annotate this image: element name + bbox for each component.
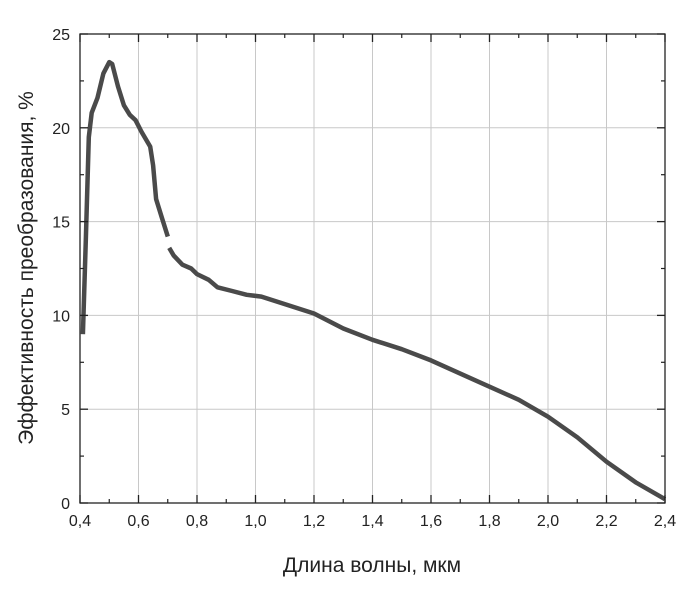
x-tick-label: 0,4	[69, 513, 91, 530]
x-tick-label: 2,4	[654, 513, 676, 530]
x-tick-label: 2,0	[537, 513, 559, 530]
x-tick-label: 1,8	[478, 513, 500, 530]
grid	[79, 33, 666, 504]
y-tick-label: 20	[52, 121, 70, 138]
curve	[80, 59, 667, 502]
y-tick-label: 10	[52, 308, 70, 325]
x-tick-label: 2,2	[595, 513, 617, 530]
ticks: 0,4 0,6 0,8 1,0 1,2 1,4 1,6 1,8 2,0 2,2 2,4 0 5 10 15 2…	[52, 27, 676, 530]
x-tick-label: 1,6	[420, 513, 442, 530]
efficiency-line-segment-2	[167, 246, 667, 502]
efficiency-line-segment-1	[80, 59, 170, 335]
y-tick-label: 0	[61, 496, 70, 513]
x-axis-label: Длина волны, мкм	[283, 554, 461, 577]
x-tick-label: 1,0	[244, 513, 266, 530]
y-tick-label: 25	[52, 27, 70, 44]
y-tick-label: 5	[61, 402, 70, 419]
y-tick-label: 15	[52, 215, 70, 232]
x-tick-label: 1,4	[361, 513, 383, 530]
x-tick-label: 0,6	[127, 513, 149, 530]
x-tick-label: 0,8	[186, 513, 208, 530]
x-tick-label: 1,2	[303, 513, 325, 530]
y-axis-label: Эффективность преобразования, %	[15, 91, 38, 445]
